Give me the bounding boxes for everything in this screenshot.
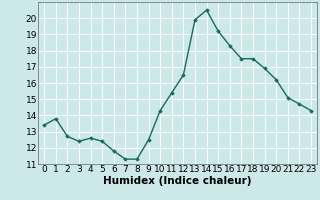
X-axis label: Humidex (Indice chaleur): Humidex (Indice chaleur) xyxy=(103,176,252,186)
